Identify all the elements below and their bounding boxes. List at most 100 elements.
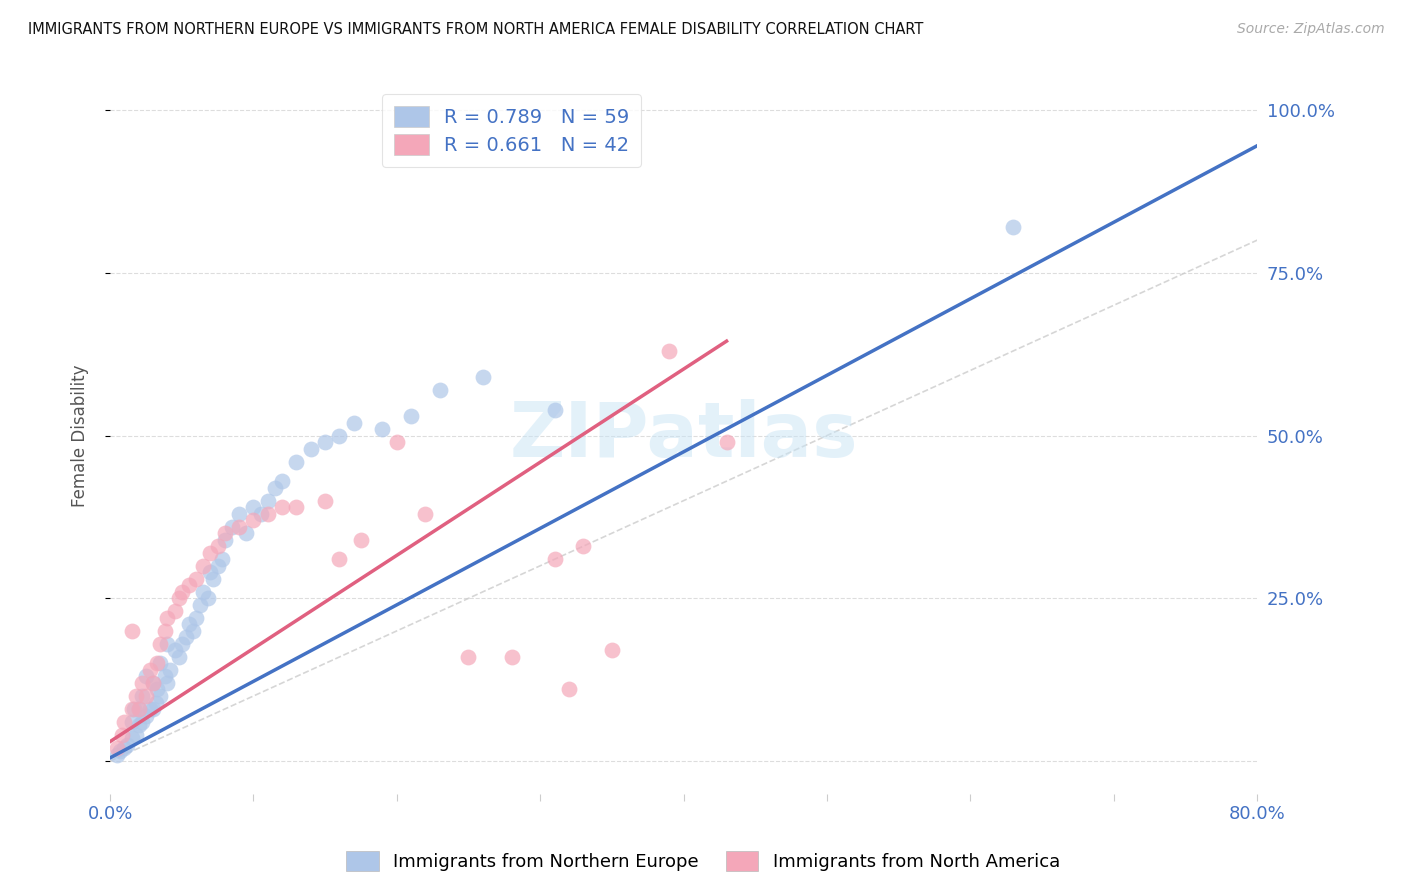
Point — [128, 702, 150, 716]
Point — [174, 631, 197, 645]
Text: ZIPatlas: ZIPatlas — [509, 399, 858, 473]
Point — [457, 649, 479, 664]
Point — [131, 689, 153, 703]
Point — [235, 526, 257, 541]
Point — [125, 689, 148, 703]
Point — [131, 676, 153, 690]
Point — [314, 493, 336, 508]
Point — [181, 624, 204, 638]
Point — [128, 718, 150, 732]
Point — [242, 513, 264, 527]
Point — [193, 558, 215, 573]
Point — [135, 708, 157, 723]
Point — [202, 572, 225, 586]
Point — [149, 637, 172, 651]
Point — [1002, 220, 1025, 235]
Point — [256, 493, 278, 508]
Point — [228, 519, 250, 533]
Point — [228, 507, 250, 521]
Point — [146, 657, 169, 671]
Point — [328, 428, 350, 442]
Point — [156, 676, 179, 690]
Point — [170, 637, 193, 651]
Point — [214, 526, 236, 541]
Point — [264, 481, 287, 495]
Point — [211, 552, 233, 566]
Point — [399, 409, 422, 423]
Point — [145, 696, 167, 710]
Point — [170, 584, 193, 599]
Point — [135, 689, 157, 703]
Point — [159, 663, 181, 677]
Point — [328, 552, 350, 566]
Point — [156, 611, 179, 625]
Point — [271, 474, 294, 488]
Point — [124, 702, 146, 716]
Point — [163, 643, 186, 657]
Legend: R = 0.789   N = 59, R = 0.661   N = 42: R = 0.789 N = 59, R = 0.661 N = 42 — [382, 95, 641, 167]
Point — [142, 676, 165, 690]
Point — [314, 435, 336, 450]
Point — [131, 714, 153, 729]
Point — [105, 747, 128, 762]
Point — [371, 422, 394, 436]
Point — [716, 435, 738, 450]
Point — [146, 682, 169, 697]
Point — [117, 738, 139, 752]
Point — [415, 507, 437, 521]
Point — [658, 343, 681, 358]
Point — [558, 682, 581, 697]
Point — [142, 702, 165, 716]
Point — [121, 624, 143, 638]
Point — [242, 500, 264, 515]
Point — [221, 519, 243, 533]
Point — [139, 663, 162, 677]
Point — [167, 649, 190, 664]
Point — [271, 500, 294, 515]
Point — [385, 435, 408, 450]
Point — [200, 566, 222, 580]
Point — [142, 676, 165, 690]
Point — [207, 558, 229, 573]
Y-axis label: Female Disability: Female Disability — [72, 364, 89, 507]
Point — [121, 731, 143, 746]
Point — [112, 741, 135, 756]
Point — [153, 669, 176, 683]
Text: Source: ZipAtlas.com: Source: ZipAtlas.com — [1237, 22, 1385, 37]
Point — [177, 578, 200, 592]
Point — [200, 546, 222, 560]
Point — [121, 702, 143, 716]
Point — [163, 604, 186, 618]
Point — [501, 649, 523, 664]
Point — [167, 591, 190, 606]
Point — [343, 416, 366, 430]
Legend: Immigrants from Northern Europe, Immigrants from North America: Immigrants from Northern Europe, Immigra… — [339, 844, 1067, 879]
Point — [197, 591, 219, 606]
Point — [153, 624, 176, 638]
Point — [149, 657, 172, 671]
Point — [108, 744, 131, 758]
Point — [112, 714, 135, 729]
Point — [177, 617, 200, 632]
Point — [190, 598, 212, 612]
Point — [110, 728, 132, 742]
Point — [285, 454, 308, 468]
Point — [572, 539, 595, 553]
Point — [207, 539, 229, 553]
Point — [105, 741, 128, 756]
Point — [156, 637, 179, 651]
Point — [139, 702, 162, 716]
Point — [135, 669, 157, 683]
Point — [184, 572, 207, 586]
Point — [214, 533, 236, 547]
Point — [149, 689, 172, 703]
Point — [350, 533, 373, 547]
Point — [249, 507, 271, 521]
Point — [299, 442, 322, 456]
Point — [125, 728, 148, 742]
Point — [121, 714, 143, 729]
Point — [471, 370, 494, 384]
Point — [184, 611, 207, 625]
Point — [543, 402, 565, 417]
Point — [128, 702, 150, 716]
